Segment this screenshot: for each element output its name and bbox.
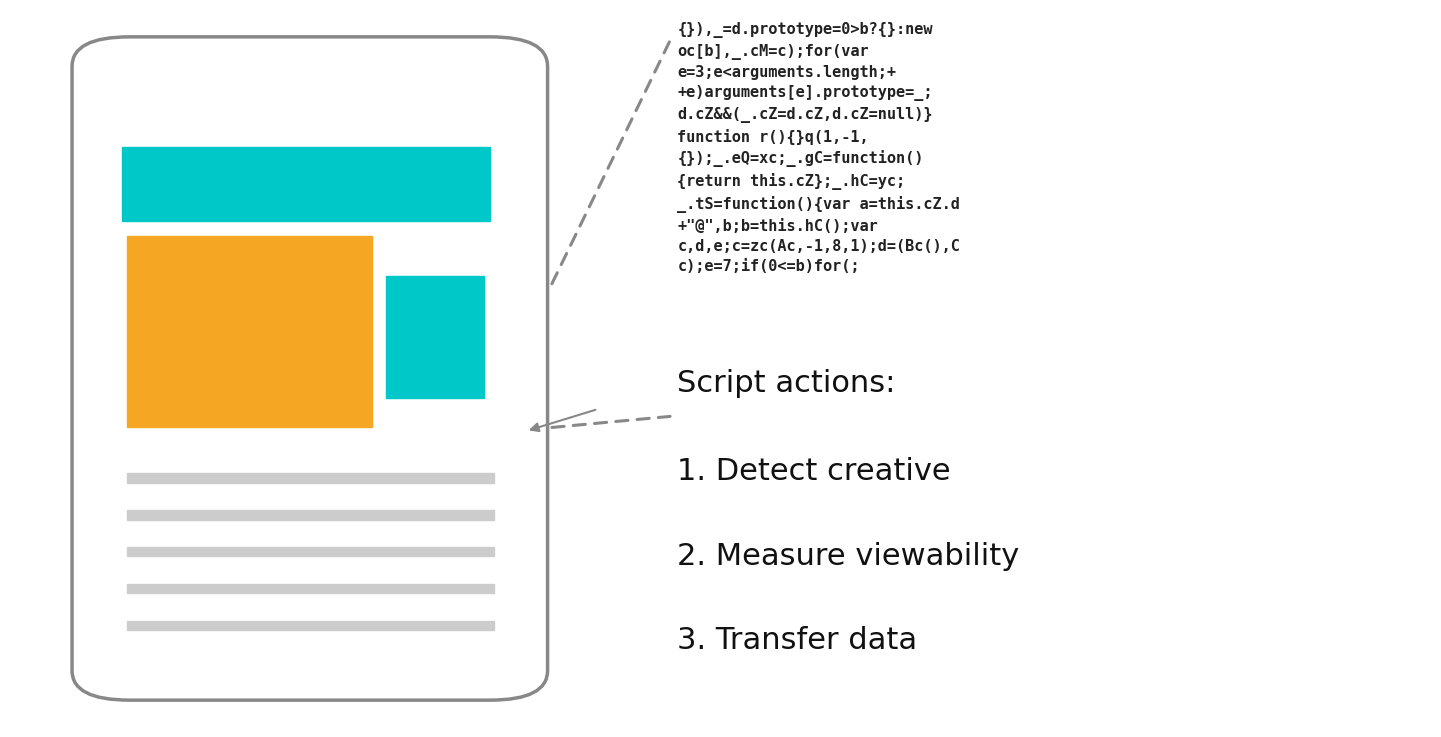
- Bar: [127, 547, 494, 556]
- Text: 3. Transfer data: 3. Transfer data: [677, 626, 918, 655]
- Bar: [127, 584, 494, 593]
- Bar: [122, 147, 490, 221]
- Bar: [127, 473, 494, 483]
- Text: 2. Measure viewability: 2. Measure viewability: [677, 542, 1020, 570]
- Bar: [127, 621, 494, 630]
- Bar: [127, 510, 494, 520]
- Text: {}),_=d.prototype=0>b?{}:new
oc[b],_.cM=c);for(var
e=3;e<arguments.length;+
+e)a: {}),_=d.prototype=0>b?{}:new oc[b],_.cM=…: [677, 22, 960, 274]
- FancyBboxPatch shape: [72, 37, 548, 700]
- Bar: [127, 236, 372, 427]
- Bar: [386, 276, 484, 398]
- Text: Script actions:: Script actions:: [677, 368, 896, 397]
- Text: 1. Detect creative: 1. Detect creative: [677, 457, 951, 486]
